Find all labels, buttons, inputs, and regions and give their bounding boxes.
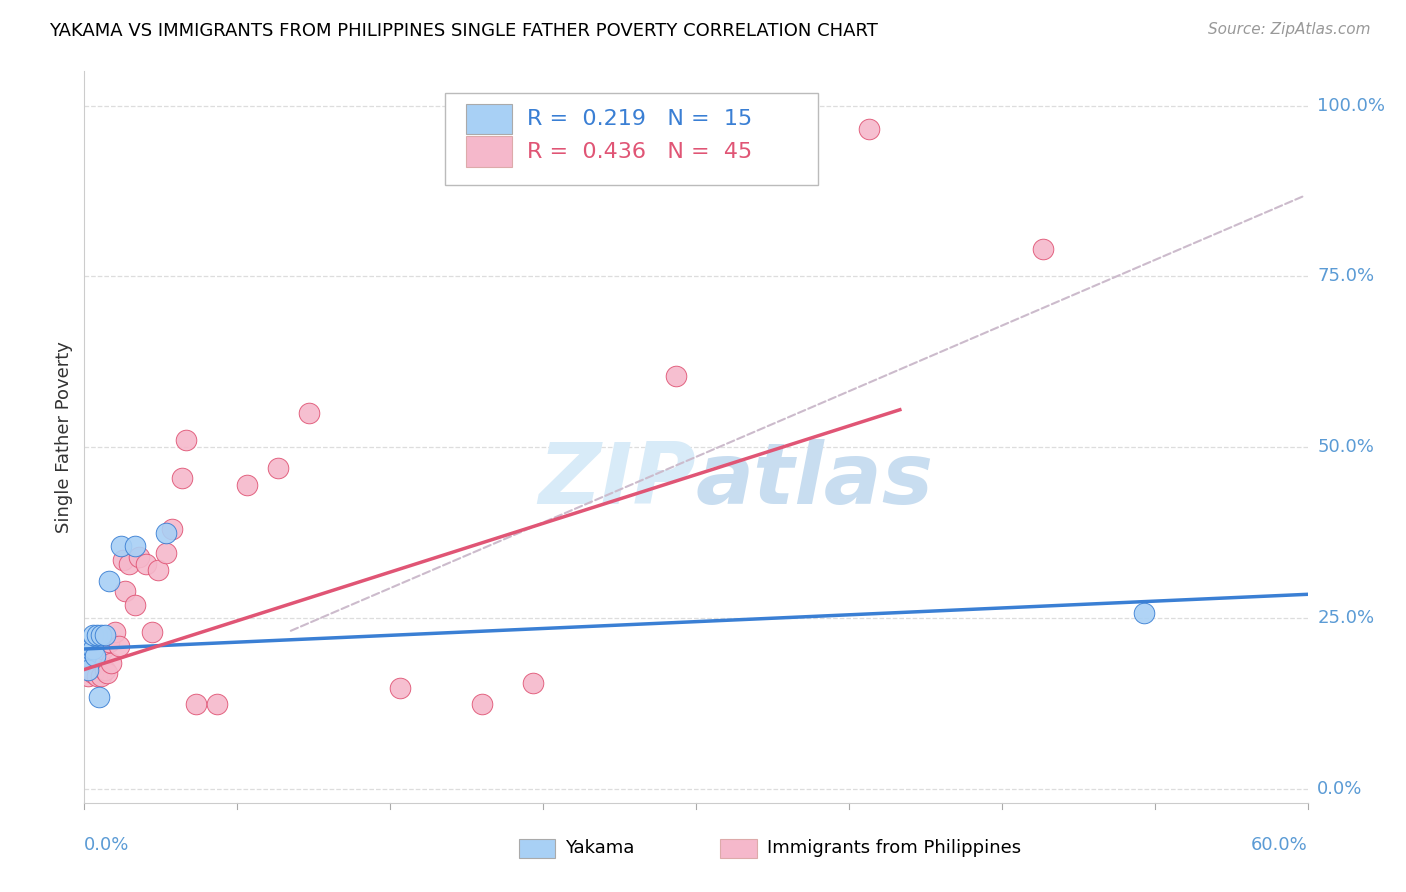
Point (82, 642, 104, 657)
Point (75, 648, 97, 663)
Text: Immigrants from Philippines: Immigrants from Philippines (766, 839, 1021, 857)
Point (97, 635, 120, 649)
Point (87, 632, 110, 646)
Point (77, 663, 100, 677)
Point (77, 656, 100, 670)
Y-axis label: Single Father Poverty: Single Father Poverty (55, 341, 73, 533)
FancyBboxPatch shape (446, 94, 818, 185)
Point (93, 628, 115, 642)
Point (75, 648, 97, 663)
Point (86, 648, 108, 663)
Point (87, 652, 110, 666)
Point (86, 669, 108, 683)
Point (93, 663, 115, 677)
Text: ZIP: ZIP (538, 440, 696, 523)
Point (858, 122, 880, 136)
Text: Yakama: Yakama (565, 839, 634, 857)
FancyBboxPatch shape (519, 838, 555, 858)
Point (112, 553, 135, 567)
Point (155, 525, 177, 540)
Point (665, 368, 688, 383)
Point (155, 546, 177, 560)
Point (160, 522, 183, 536)
Point (82, 628, 104, 642)
Point (83, 645, 105, 659)
Point (100, 656, 122, 670)
Point (146, 563, 169, 577)
Point (87, 690, 110, 704)
Point (174, 434, 197, 448)
Point (96, 665, 118, 680)
Text: 60.0%: 60.0% (1251, 836, 1308, 854)
Point (79, 645, 101, 659)
Point (108, 639, 131, 653)
Text: R =  0.436   N =  45: R = 0.436 N = 45 (527, 142, 752, 161)
Point (83, 656, 105, 670)
Point (236, 478, 259, 492)
Text: Source: ZipAtlas.com: Source: ZipAtlas.com (1208, 22, 1371, 37)
Point (79, 663, 101, 677)
Point (298, 406, 321, 420)
Point (172, 471, 194, 485)
Text: R =  0.219   N =  15: R = 0.219 N = 15 (527, 109, 752, 129)
Text: 100.0%: 100.0% (1317, 96, 1385, 114)
Point (82, 665, 104, 680)
FancyBboxPatch shape (465, 136, 513, 167)
Point (522, 676, 544, 690)
Point (471, 697, 494, 711)
Point (205, 697, 228, 711)
Text: 0.0%: 0.0% (1317, 780, 1362, 798)
Point (97, 574, 120, 588)
Point (90, 628, 112, 642)
Point (91, 642, 114, 657)
Point (135, 557, 157, 571)
Point (124, 540, 146, 554)
Text: 50.0%: 50.0% (1317, 438, 1374, 457)
FancyBboxPatch shape (465, 103, 513, 135)
Point (79, 642, 101, 657)
Point (124, 598, 146, 612)
Point (118, 557, 141, 571)
Point (110, 540, 132, 554)
Point (104, 624, 127, 639)
Text: 75.0%: 75.0% (1317, 268, 1375, 285)
Point (83, 648, 105, 663)
Text: atlas: atlas (696, 440, 934, 523)
Point (77, 669, 100, 683)
Text: 0.0%: 0.0% (84, 836, 129, 854)
Point (1032, 242, 1054, 256)
Point (90, 669, 112, 683)
Point (267, 460, 290, 475)
Point (86, 628, 108, 642)
Point (389, 681, 412, 695)
Text: YAKAMA VS IMMIGRANTS FROM PHILIPPINES SINGLE FATHER POVERTY CORRELATION CHART: YAKAMA VS IMMIGRANTS FROM PHILIPPINES SI… (49, 22, 879, 40)
Point (1133, 606, 1156, 620)
Point (82, 656, 104, 670)
Point (75, 663, 97, 677)
Point (128, 549, 150, 564)
Point (141, 624, 163, 639)
Point (186, 697, 208, 711)
Text: 25.0%: 25.0% (1317, 609, 1375, 627)
Point (114, 583, 136, 598)
FancyBboxPatch shape (720, 838, 758, 858)
